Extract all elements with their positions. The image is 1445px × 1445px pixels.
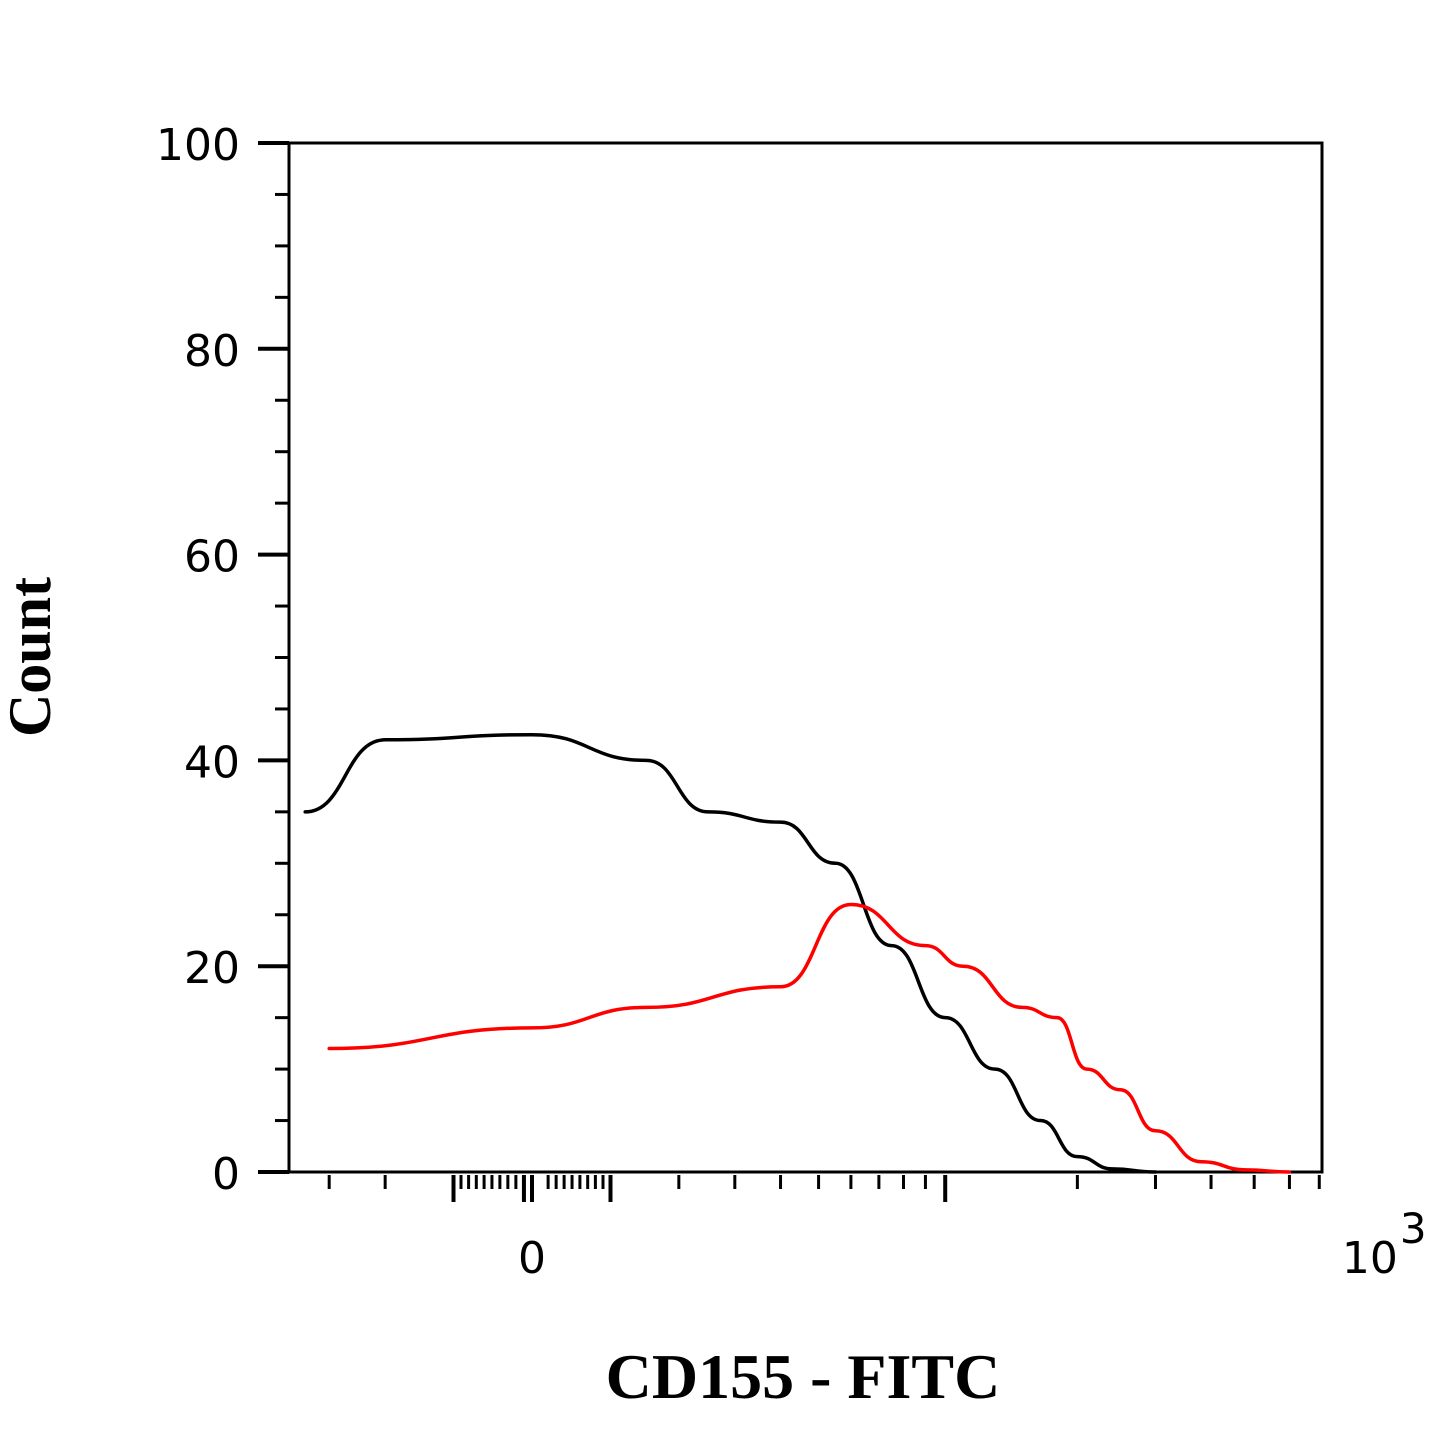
y-tick-label: 100 [156, 120, 240, 171]
y-tick-label: 40 [184, 737, 240, 788]
series-line-2 [327, 902, 1292, 1174]
y-axis-title: Count [0, 577, 63, 737]
x-tick-label: 0 [518, 1233, 546, 1284]
y-tick-label: 80 [184, 326, 240, 377]
y-tick-label: 0 [212, 1149, 240, 1200]
y-tick-label: 20 [184, 943, 240, 994]
y-axis: 0 20 40 60 80 100 [156, 120, 289, 1200]
series-layer [303, 732, 1292, 1174]
x-axis: 0103104 [327, 1175, 1427, 1284]
x-axis-title: CD155 - FITC [606, 1341, 1001, 1412]
y-tick-label: 60 [184, 532, 240, 583]
series-line-1 [303, 732, 1158, 1174]
plot-frame [287, 141, 1324, 1174]
x-tick-label: 103 [1342, 1204, 1427, 1284]
